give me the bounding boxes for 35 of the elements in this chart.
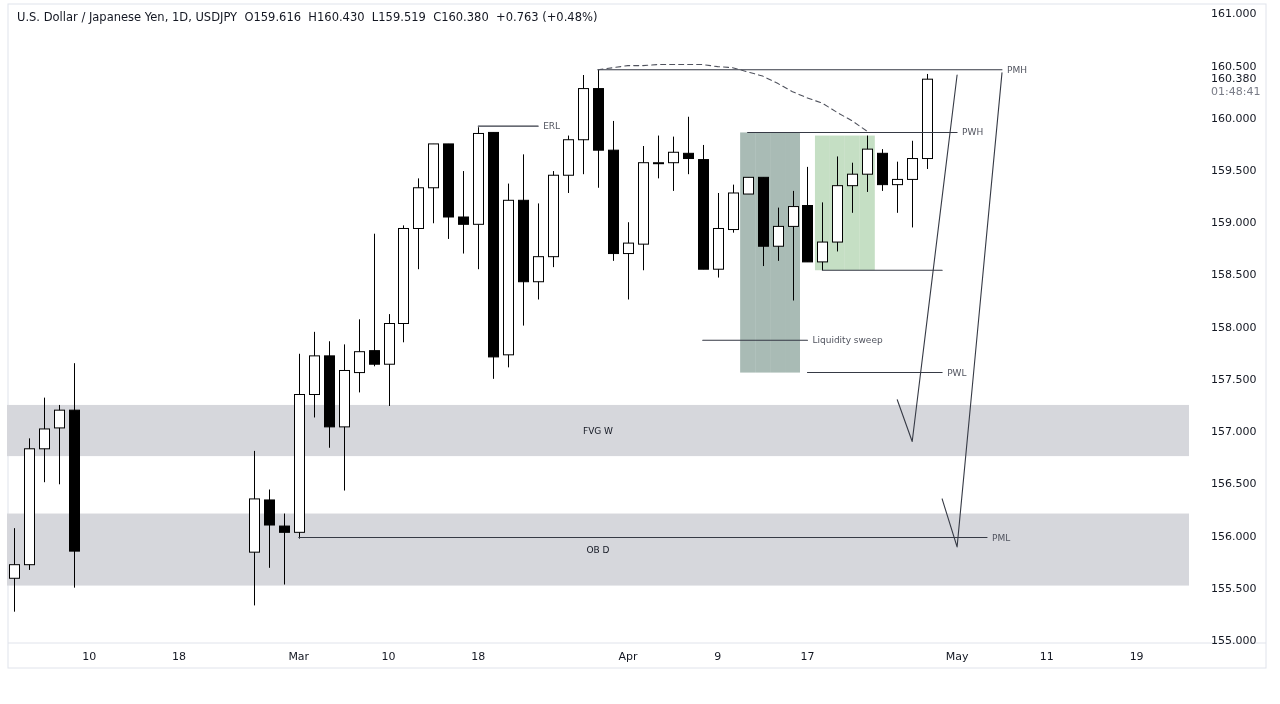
band-label: FVG W: [582, 425, 614, 436]
x-tick-label: Mar: [288, 650, 310, 663]
y-tick-label: 159.500: [1211, 164, 1257, 178]
y-tick-label: 158.500: [1211, 268, 1257, 282]
y-tick-label: 160.500: [1211, 59, 1257, 73]
y-tick-label: 160.380: [1211, 72, 1257, 86]
x-tick-label: 19: [1129, 650, 1144, 663]
text: U.S. Dollar / Japanese Yen, 1D, USDJPY O159.616 H160.430 L159.519 C160.380 +0.763 (+0.48%): [17, 9, 598, 24]
x-tick-label: May: [945, 650, 969, 663]
x-tick-label: 10: [381, 650, 396, 663]
y-tick-label: 157.000: [1211, 425, 1257, 439]
series-label: PWH: [962, 126, 984, 137]
series-label: ERL: [543, 120, 561, 131]
x-tick-label: 9: [714, 650, 722, 663]
band-label: OB D: [586, 544, 610, 555]
text: 01:48:41: [1211, 85, 1261, 98]
series-label: PML: [992, 532, 1011, 543]
y-tick-label: 155.000: [1211, 633, 1257, 647]
x-tick-label: 18: [172, 650, 187, 663]
series-label: PMH: [1006, 64, 1027, 75]
x-tick-label: 17: [800, 650, 815, 663]
x-tick-label: 18: [471, 650, 486, 663]
y-tick-label: 161.000: [1211, 7, 1257, 21]
x-tick-label: Apr: [618, 650, 638, 663]
y-tick-label: 155.500: [1211, 581, 1257, 595]
y-tick-label: 158.000: [1211, 320, 1257, 334]
y-tick-label: 156.500: [1211, 477, 1257, 491]
series-label: Liquidity sweep: [812, 334, 883, 345]
x-tick-label: 10: [82, 650, 97, 663]
series-label: PWL: [947, 367, 967, 378]
y-tick-label: 159.000: [1211, 216, 1257, 230]
y-tick-label: 157.500: [1211, 372, 1257, 386]
y-tick-label: 160.000: [1211, 111, 1257, 125]
y-tick-label: 156.000: [1211, 529, 1257, 543]
x-tick-label: 11: [1039, 650, 1054, 663]
